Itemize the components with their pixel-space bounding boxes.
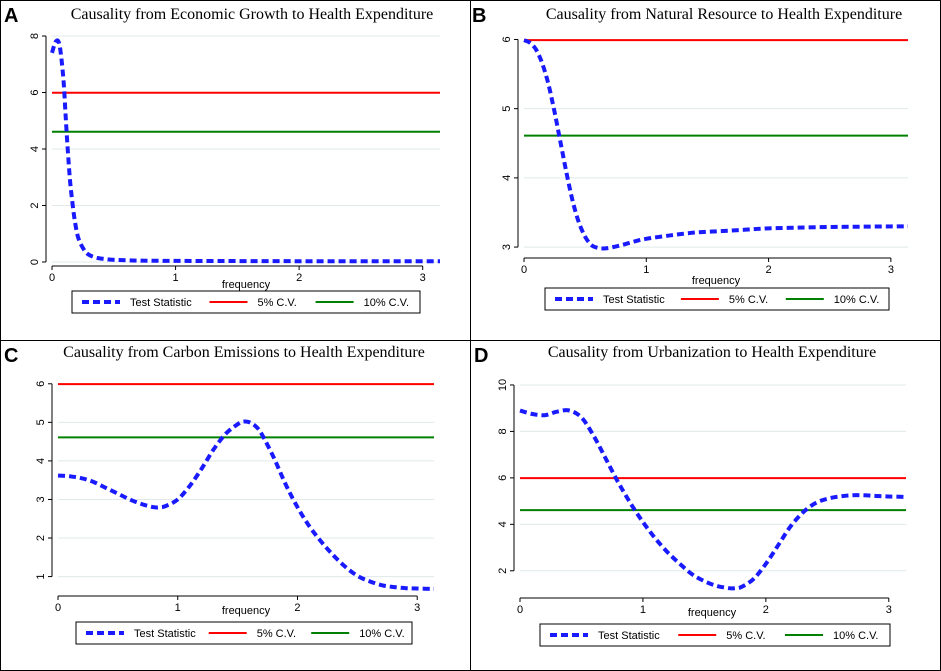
- legend-label-cv5-B: 5% C.V.: [729, 294, 768, 306]
- legend-label-cv5-A: 5% C.V.: [257, 297, 296, 309]
- test-statistic-line-D: [519, 408, 907, 591]
- x-tick-label-A-1: 1: [173, 272, 179, 284]
- panel-label-A: A: [4, 5, 18, 27]
- panel-C: C Causality from Carbon Emissions to Hea…: [4, 344, 435, 645]
- y-tick-label-B-2: 5: [501, 106, 513, 112]
- y-tick-label-D-3: 8: [497, 428, 509, 434]
- legend-D: Test Statistic 5% C.V. 10% C.V.: [539, 623, 891, 647]
- panel-title-D: Causality from Urbanization to Health Ex…: [548, 344, 876, 361]
- test-statistic-line-C: [57, 419, 435, 591]
- legend-label-cv5-D: 5% C.V.: [726, 630, 765, 642]
- y-tick-label-C-2: 3: [35, 496, 47, 502]
- axes-B: 3 4 5 6 0 1 2 3: [501, 36, 894, 276]
- x-tick-label-A-3: 3: [420, 272, 426, 284]
- lines-D: [519, 408, 907, 591]
- x-tick-label-B-0: 0: [521, 264, 527, 276]
- x-tick-label-B-2: 2: [766, 264, 772, 276]
- x-tick-label-D-3: 3: [886, 604, 892, 616]
- axes-D: 2 4 6 8 10 0 1 2 3: [497, 379, 892, 616]
- legend-label-cv5-C: 5% C.V.: [257, 628, 296, 640]
- y-tick-label-C-5: 6: [35, 381, 47, 387]
- x-tick-label-A-2: 2: [296, 272, 302, 284]
- x-tick-label-C-3: 3: [414, 602, 420, 614]
- y-tick-label-D-4: 10: [497, 379, 509, 391]
- x-tick-label-C-2: 2: [294, 602, 300, 614]
- test-statistic-line-B: [523, 38, 909, 251]
- legend-label-test-statistic-B: Test Statistic: [603, 294, 665, 306]
- panel-D: D Causality from Urbanization to Health …: [474, 344, 907, 647]
- x-tick-label-B-3: 3: [888, 264, 894, 276]
- y-tick-label-B-3: 6: [501, 36, 513, 42]
- y-tick-label-D-1: 4: [497, 521, 509, 527]
- legend-B: Test Statistic 5% C.V. 10% C.V.: [544, 287, 890, 311]
- y-tick-label-B-0: 3: [501, 244, 513, 250]
- x-tick-label-D-1: 1: [640, 604, 646, 616]
- panel-label-D: D: [474, 345, 488, 367]
- x-tick-label-C-0: 0: [55, 602, 61, 614]
- x-axis-label-A: frequency: [222, 279, 271, 291]
- panel-title-C: Causality from Carbon Emissions to Healt…: [63, 344, 425, 361]
- panel-label-B: B: [472, 5, 486, 27]
- lines-C: [57, 383, 435, 591]
- y-tick-label-A-0: 0: [29, 259, 41, 265]
- legend-label-test-statistic-A: Test Statistic: [130, 297, 192, 309]
- panel-A: A Causality from Economic Growth to Heal…: [4, 5, 440, 314]
- legend-C: Test Statistic 5% C.V. 10% C.V.: [75, 621, 413, 645]
- panel-title-B: Causality from Natural Resource to Healt…: [546, 6, 902, 23]
- legend-label-test-statistic-D: Test Statistic: [598, 630, 660, 642]
- axes-C: 1 2 3 4 5 6 0 1 2 3: [35, 381, 420, 614]
- y-tick-label-C-0: 1: [35, 574, 47, 580]
- panel-label-C: C: [4, 345, 18, 367]
- y-tick-label-A-3: 6: [29, 89, 41, 95]
- y-tick-label-D-0: 2: [497, 568, 509, 574]
- panel-B: B Causality from Natural Resource to Hea…: [472, 5, 909, 311]
- y-tick-label-A-4: 8: [29, 33, 41, 39]
- y-tick-label-D-2: 6: [497, 475, 509, 481]
- lines-A: [50, 38, 440, 264]
- x-tick-label-D-0: 0: [517, 604, 523, 616]
- x-axis-label-C: frequency: [222, 605, 271, 617]
- y-tick-label-C-1: 2: [35, 535, 47, 541]
- y-tick-label-A-1: 2: [29, 202, 41, 208]
- panel-title-A: Causality from Economic Growth to Health…: [71, 6, 434, 23]
- x-tick-label-D-2: 2: [763, 604, 769, 616]
- x-tick-label-B-1: 1: [643, 264, 649, 276]
- legend-label-cv10-B: 10% C.V.: [834, 294, 879, 306]
- lines-B: [523, 38, 909, 251]
- y-tick-label-C-4: 5: [35, 419, 47, 425]
- legend-label-cv10-D: 10% C.V.: [833, 630, 878, 642]
- y-tick-label-C-3: 4: [35, 458, 47, 464]
- x-axis-label-D: frequency: [688, 607, 737, 619]
- x-axis-label-B: frequency: [692, 275, 741, 287]
- axes-A: 0 2 4 6 8 0 1 2 3: [29, 33, 426, 284]
- y-tick-label-B-1: 4: [501, 175, 513, 181]
- legend-label-test-statistic-C: Test Statistic: [134, 628, 196, 640]
- x-tick-label-A-0: 0: [49, 272, 55, 284]
- test-statistic-line-A: [50, 38, 440, 264]
- legend-label-cv10-C: 10% C.V.: [359, 628, 404, 640]
- x-tick-label-C-1: 1: [175, 602, 181, 614]
- legend-A: Test Statistic 5% C.V. 10% C.V.: [71, 290, 421, 314]
- legend-label-cv10-A: 10% C.V.: [364, 297, 409, 309]
- y-tick-label-A-2: 4: [29, 146, 41, 152]
